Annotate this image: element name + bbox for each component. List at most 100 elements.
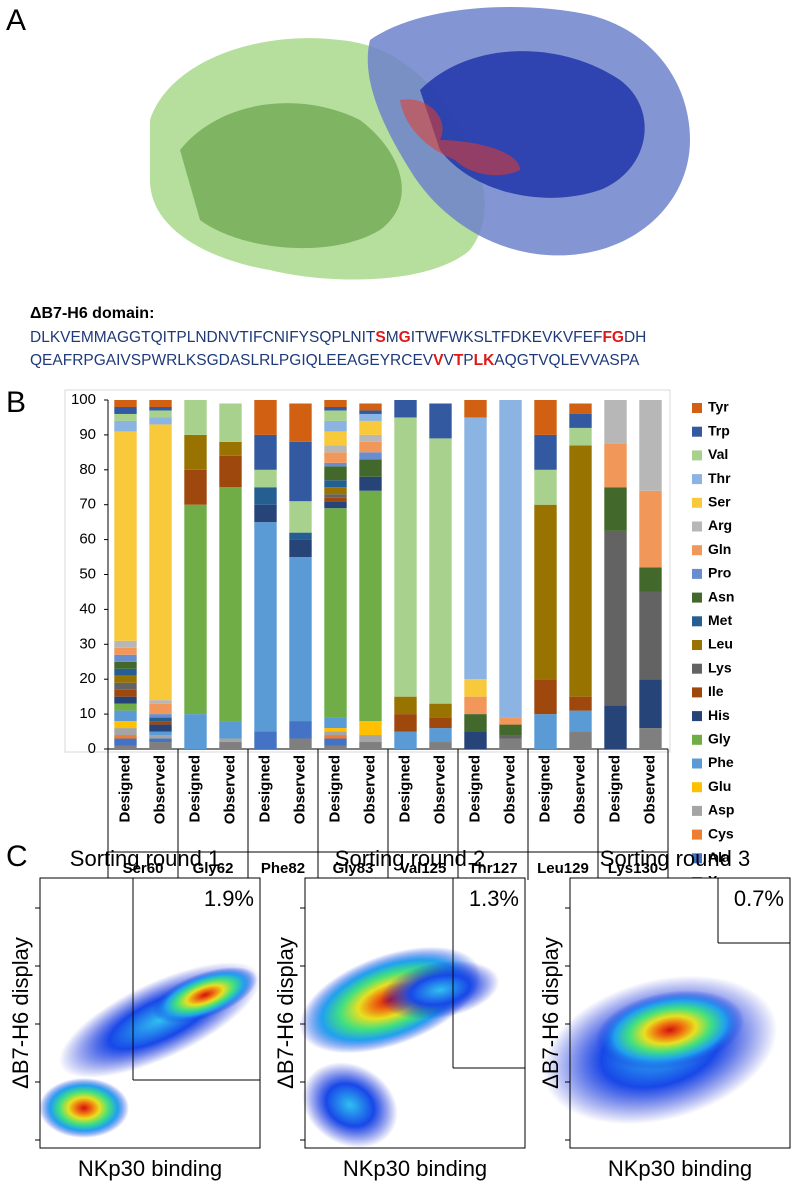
- bar-segment: [184, 400, 207, 435]
- bar-segment: [569, 403, 592, 414]
- bar-segment: [114, 738, 137, 746]
- sequence-segment: P: [463, 352, 473, 369]
- bar-segment: [114, 668, 137, 676]
- legend-label: Thr: [708, 470, 731, 486]
- bar-segment: [114, 640, 137, 648]
- bar-segment: [289, 721, 312, 739]
- bar-segment: [534, 679, 557, 715]
- legend-label: Gly: [708, 731, 731, 747]
- plot-title: Sorting round 3: [600, 846, 750, 871]
- bar-segment: [324, 431, 347, 446]
- legend-swatch: [692, 711, 702, 722]
- x-tick-label: Observed: [501, 755, 518, 824]
- bar-segment: [569, 710, 592, 732]
- bar-segment: [359, 490, 382, 722]
- y-tick-label: 30: [79, 635, 96, 652]
- y-tick-label: 80: [79, 461, 96, 478]
- bar-segment: [569, 731, 592, 749]
- bar-segment: [639, 567, 662, 592]
- bar-segment: [359, 721, 382, 736]
- bar-segment: [324, 494, 347, 498]
- flow-plot: [299, 877, 526, 1149]
- sequence-segment: QEAFRPGAIVSPWRLKSGDASLRLPGIQLEEAGEYRCEV: [30, 352, 434, 369]
- bar-segment: [464, 731, 487, 749]
- bar-segment: [114, 728, 137, 736]
- legend-swatch: [692, 663, 702, 674]
- legend-label: Trp: [708, 422, 730, 438]
- bar-segment: [254, 487, 277, 505]
- group-label: Lys130: [608, 860, 658, 877]
- legend-label: Pro: [708, 565, 731, 581]
- legend-label: Ser: [708, 494, 731, 510]
- bar-segment: [149, 703, 172, 715]
- bar-segment: [604, 705, 627, 749]
- bar-segment: [604, 443, 627, 488]
- sequence-line: QEAFRPGAIVSPWRLKSGDASLRLPGIQLEEAGEYRCEV V…: [30, 352, 640, 369]
- panel-label: B: [6, 386, 26, 419]
- bar-segment: [114, 735, 137, 739]
- legend-swatch: [692, 829, 702, 840]
- legend-swatch: [692, 497, 702, 508]
- legend-swatch: [692, 403, 702, 413]
- bar-segment: [149, 424, 172, 701]
- legend-label: Lys: [708, 659, 732, 675]
- bar-segment: [324, 501, 347, 509]
- bar-segment: [149, 731, 172, 736]
- bar-segment: [639, 591, 662, 680]
- x-tick-label: Observed: [361, 755, 378, 824]
- bar-segment: [324, 452, 347, 463]
- bar-segment: [114, 431, 137, 641]
- bar-segment: [324, 735, 347, 739]
- legend-label: Cys: [708, 825, 734, 841]
- bar-segment: [499, 735, 522, 739]
- bar-segment: [219, 455, 242, 488]
- bar-segment: [149, 738, 172, 743]
- flow-plot: [35, 877, 261, 1149]
- sequence-segment: DLKVEMMAGGTQITPLNDNVTIFCNIFYSQPLNIT: [30, 329, 376, 346]
- green-ribbon: [180, 103, 402, 249]
- bar-segment: [149, 721, 172, 725]
- panel-label: A: [6, 4, 26, 37]
- bar-segment: [184, 504, 207, 715]
- legend-swatch: [692, 640, 702, 650]
- sequence-segment: T: [454, 352, 464, 369]
- bar-segment: [359, 413, 382, 421]
- bar-segment: [114, 647, 137, 655]
- bar-segment: [359, 434, 382, 442]
- plot-frame: [569, 877, 791, 1149]
- legend-swatch: [692, 734, 702, 745]
- legend-swatch: [692, 782, 702, 793]
- bar-segment: [324, 480, 347, 488]
- bar-segment: [184, 469, 207, 505]
- plot-frame: [304, 877, 526, 1149]
- sequence-line: DLKVEMMAGGTQITPLNDNVTIFCNIFYSQPLNITSMGIT…: [30, 329, 646, 346]
- group-label: Val125: [400, 860, 447, 877]
- bar-segment: [254, 400, 277, 435]
- bar-segment: [639, 679, 662, 729]
- legend-swatch: [692, 853, 702, 864]
- bar-segment: [254, 469, 277, 488]
- bar-segment: [289, 738, 312, 749]
- bar-segment: [639, 728, 662, 749]
- sequence-segment: DH: [624, 329, 646, 346]
- density-cloud: [152, 967, 258, 1023]
- bar-segment: [289, 501, 312, 533]
- y-tick-label: 50: [79, 565, 96, 582]
- y-tick-label: 0: [88, 740, 96, 757]
- plot-title: Sorting round 2: [335, 846, 485, 871]
- bar-segment: [359, 420, 382, 435]
- bar-segment: [114, 413, 137, 421]
- bar-segment: [324, 731, 347, 736]
- bar-segment: [219, 721, 242, 739]
- y-axis-label: ΔB7-H6 display: [538, 937, 563, 1089]
- density-cloud: [39, 1078, 129, 1138]
- bar-segment: [114, 689, 137, 697]
- sequence-segment: S: [375, 329, 385, 346]
- bar-segment: [254, 434, 277, 470]
- y-tick-label: 40: [79, 600, 96, 617]
- bar-segment: [324, 717, 347, 729]
- sequence-segment: V: [443, 352, 454, 369]
- legend-swatch: [692, 450, 702, 461]
- legend-label: Glu: [708, 778, 731, 794]
